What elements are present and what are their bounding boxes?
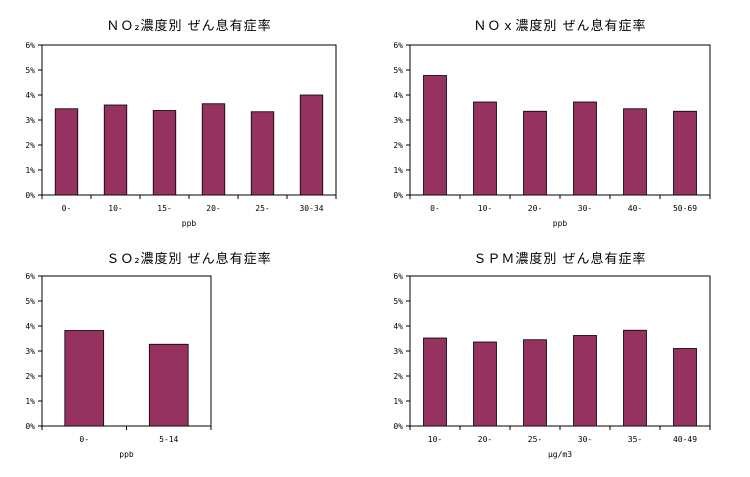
chart-title: ＳＯ₂濃度別 ぜん息有症率	[106, 251, 271, 267]
bar-0-	[423, 75, 447, 196]
bar-35-	[623, 329, 647, 427]
bar-20-	[473, 341, 497, 427]
bar-20-	[201, 103, 226, 196]
bar-10-	[423, 337, 447, 427]
y-tick-label: 2%	[393, 372, 403, 381]
x-tick-label: 30-34	[299, 204, 323, 213]
chart-2: ＮＯｘ濃度別 ぜん息有症率 0% 1% 2% 3% 4% 5% 6% 0- 10- 20- 30- 40…	[393, 18, 711, 228]
x-tick-label: 0-	[79, 435, 89, 444]
bar-30-	[573, 335, 597, 427]
y-tick-label: 0%	[25, 422, 35, 431]
y-tick-label: 6%	[393, 41, 403, 50]
x-tick-label: 5-14	[159, 435, 178, 444]
y-tick-label: 6%	[25, 272, 35, 281]
x-tick-label: 10-	[428, 435, 442, 444]
x-tick-label: 25-	[255, 204, 269, 213]
bar-50-69	[673, 110, 697, 196]
x-tick-label: 15-	[157, 204, 171, 213]
x-tick-label: 10-	[478, 204, 492, 213]
y-tick-label: 5%	[393, 297, 403, 306]
bar-0-	[64, 330, 105, 427]
y-tick-label: 5%	[393, 66, 403, 75]
y-tick-label: 3%	[25, 116, 35, 125]
chart-4: ＳＰＭ濃度別 ぜん息有症率 0% 1% 2% 3% 4% 5% 6% 10- 20- 25- 30- 3…	[393, 251, 711, 459]
bar-20-	[523, 110, 547, 196]
bar-25-	[250, 111, 275, 196]
x-axis-label: ppb	[182, 219, 197, 228]
x-tick-label: 40-	[628, 204, 642, 213]
x-axis-label: μg/m3	[548, 450, 572, 459]
y-tick-label: 3%	[25, 347, 35, 356]
chart-title: ＮＯ₂濃度別 ぜん息有症率	[106, 18, 271, 34]
y-tick-label: 1%	[25, 397, 35, 406]
bar-15-	[152, 110, 177, 196]
x-tick-label: 35-	[628, 435, 642, 444]
bar-0-	[54, 108, 79, 196]
y-tick-label: 1%	[25, 166, 35, 175]
y-tick-label: 0%	[25, 191, 35, 200]
x-tick-label: 40-49	[673, 435, 697, 444]
y-tick-label: 6%	[393, 272, 403, 281]
x-tick-label: 30-	[578, 204, 592, 213]
x-tick-label: 50-69	[673, 204, 697, 213]
x-tick-label: 0-	[430, 204, 440, 213]
x-axis-label: ppb	[119, 450, 134, 459]
chart-title: ＳＰＭ濃度別 ぜん息有症率	[473, 251, 646, 267]
bar-40-49	[673, 348, 697, 427]
y-tick-label: 6%	[25, 41, 35, 50]
bar-10-	[103, 104, 128, 196]
y-tick-label: 4%	[393, 91, 403, 100]
chart-title: ＮＯｘ濃度別 ぜん息有症率	[473, 18, 646, 34]
x-tick-label: 30-	[578, 435, 592, 444]
bar-5-14	[148, 343, 189, 427]
y-tick-label: 2%	[393, 141, 403, 150]
bar-30-	[573, 101, 597, 196]
y-tick-label: 2%	[25, 372, 35, 381]
x-tick-label: 25-	[528, 435, 542, 444]
plot-frame	[41, 44, 337, 196]
x-tick-label: 20-	[206, 204, 220, 213]
bar-25-	[523, 339, 547, 427]
y-tick-label: 3%	[393, 347, 403, 356]
y-tick-label: 2%	[25, 141, 35, 150]
y-tick-label: 4%	[25, 322, 35, 331]
y-tick-label: 3%	[393, 116, 403, 125]
bar-10-	[473, 101, 497, 196]
y-tick-label: 4%	[25, 91, 35, 100]
x-tick-label: 0-	[62, 204, 72, 213]
chart-3: ＳＯ₂濃度別 ぜん息有症率 0% 1% 2% 3% 4% 5% 6% 0- 5-14 ppb	[25, 251, 271, 459]
x-tick-label: 20-	[528, 204, 542, 213]
bar-40-	[623, 108, 647, 196]
y-tick-label: 1%	[393, 397, 403, 406]
plot-frame	[409, 44, 711, 196]
y-tick-label: 1%	[393, 166, 403, 175]
x-tick-label: 20-	[478, 435, 492, 444]
plot-frame	[409, 275, 711, 427]
y-tick-label: 0%	[393, 191, 403, 200]
chart-1: ＮＯ₂濃度別 ぜん息有症率 0% 1% 2% 3% 4% 5% 6% 0- 10- 15- 20- 25…	[25, 18, 337, 228]
y-tick-label: 4%	[393, 322, 403, 331]
y-tick-label: 5%	[25, 297, 35, 306]
y-tick-label: 5%	[25, 66, 35, 75]
x-tick-label: 10-	[108, 204, 122, 213]
bar-30-34	[299, 94, 324, 196]
y-tick-label: 0%	[393, 422, 403, 431]
x-axis-label: ppb	[553, 219, 568, 228]
